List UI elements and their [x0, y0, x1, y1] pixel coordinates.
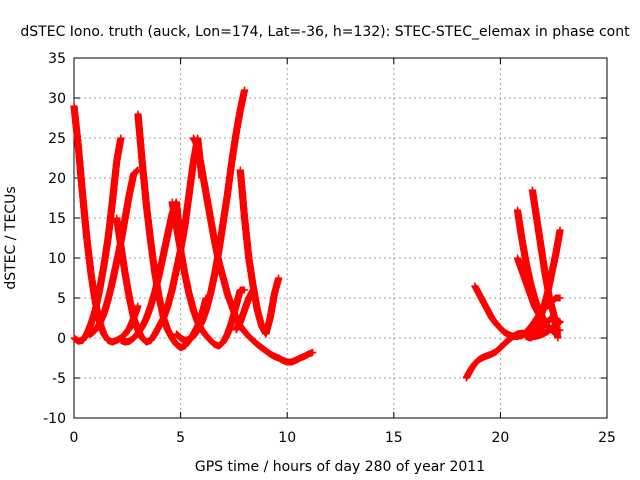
y-tick-label: -5 — [52, 371, 66, 387]
x-tick-label: 10 — [278, 430, 296, 446]
data-point — [134, 302, 142, 310]
y-tick-label: 5 — [57, 291, 66, 307]
data-points — [70, 86, 564, 382]
y-axis: -10 -5 0 5 10 15 20 25 30 35 — [43, 51, 607, 427]
y-tick-label: 10 — [48, 251, 66, 267]
y-tick-label: 35 — [48, 51, 66, 67]
plot-frame — [73, 57, 608, 419]
x-tick-label: 25 — [598, 430, 616, 446]
series-2 — [70, 134, 125, 345]
x-tick-label: 20 — [491, 430, 509, 446]
series-8 — [189, 134, 317, 366]
x-axis: 0 5 10 15 20 25 — [70, 58, 616, 446]
y-tick-label: 0 — [57, 331, 66, 347]
grid — [74, 58, 607, 418]
x-tick-label: 15 — [385, 430, 403, 446]
y-tick-label: 20 — [48, 171, 66, 187]
y-tick-label: 30 — [48, 91, 66, 107]
x-tick-label: 5 — [176, 430, 185, 446]
y-tick-label: 25 — [48, 131, 66, 147]
x-tick-label: 0 — [70, 430, 79, 446]
y-tick-label: 15 — [48, 211, 66, 227]
y-tick-label: -10 — [43, 411, 66, 427]
